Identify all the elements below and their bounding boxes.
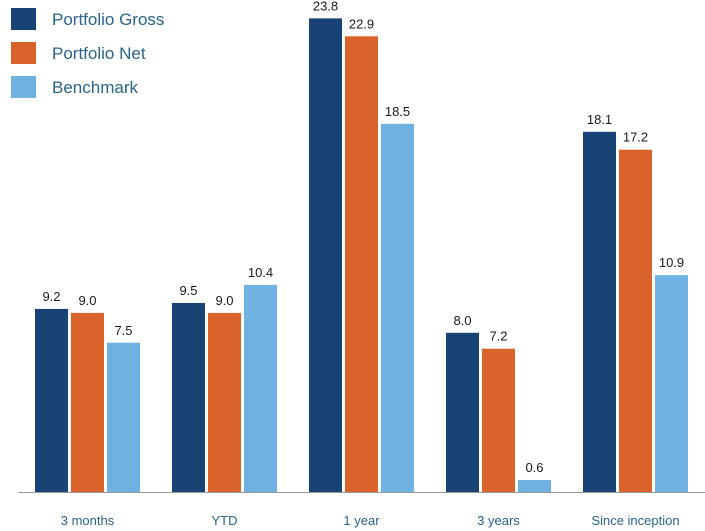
category-label-1-year: 1 year <box>343 513 380 528</box>
bar-portfolio-net-since-inception <box>619 149 652 492</box>
bar-portfolio-net-ytd <box>208 312 241 492</box>
legend-swatch-portfolio-gross <box>11 8 36 30</box>
value-label-portfolio-net-1-year: 22.9 <box>349 16 374 31</box>
bar-benchmark-since-inception <box>655 275 688 492</box>
value-label-benchmark-3-years: 0.6 <box>525 460 543 475</box>
bar-portfolio-gross-ytd <box>172 302 205 492</box>
value-label-portfolio-gross-ytd: 9.5 <box>179 283 197 298</box>
value-label-benchmark-1-year: 18.5 <box>385 104 410 119</box>
bars <box>35 18 688 492</box>
legend: Portfolio Gross Portfolio Net Benchmark <box>11 8 164 98</box>
value-label-portfolio-net-ytd: 9.0 <box>215 293 233 308</box>
bar-benchmark-1-year <box>381 123 414 492</box>
category-label-since-inception: Since inception <box>591 513 679 528</box>
value-label-portfolio-gross-3-years: 8.0 <box>453 313 471 328</box>
legend-label-benchmark: Benchmark <box>52 78 138 97</box>
value-label-benchmark-since-inception: 10.9 <box>659 255 684 270</box>
category-labels: 3 months YTD 1 year 3 years Since inception <box>61 513 680 528</box>
value-label-portfolio-net-3-months: 9.0 <box>78 293 96 308</box>
legend-label-portfolio-net: Portfolio Net <box>52 44 146 63</box>
category-label-3-years: 3 years <box>477 513 520 528</box>
bar-portfolio-net-3-years <box>482 348 515 492</box>
bar-portfolio-net-1-year <box>345 36 378 492</box>
bar-portfolio-gross-3-years <box>446 332 479 492</box>
category-label-ytd: YTD <box>212 513 238 528</box>
value-label-portfolio-gross-1-year: 23.8 <box>313 0 338 13</box>
bar-portfolio-gross-3-months <box>35 308 68 492</box>
legend-label-portfolio-gross: Portfolio Gross <box>52 10 164 29</box>
bar-portfolio-net-3-months <box>71 312 104 492</box>
bar-benchmark-3-years <box>518 480 551 492</box>
bar-benchmark-ytd <box>244 285 277 492</box>
value-label-portfolio-gross-3-months: 9.2 <box>42 289 60 304</box>
value-label-portfolio-gross-since-inception: 18.1 <box>587 112 612 127</box>
bar-benchmark-3-months <box>107 342 140 492</box>
value-label-benchmark-3-months: 7.5 <box>114 323 132 338</box>
legend-swatch-portfolio-net <box>11 42 36 64</box>
value-label-benchmark-ytd: 10.4 <box>248 265 273 280</box>
bar-portfolio-gross-since-inception <box>583 131 616 492</box>
category-label-3-months: 3 months <box>61 513 115 528</box>
value-label-portfolio-net-since-inception: 17.2 <box>623 130 648 145</box>
value-labels: 9.2 9.0 7.5 9.5 9.0 10.4 23.8 22.9 18.5 8.0 7.2 0.6… <box>42 0 684 475</box>
value-label-portfolio-net-3-years: 7.2 <box>489 329 507 344</box>
legend-swatch-benchmark <box>11 76 36 98</box>
bar-portfolio-gross-1-year <box>309 18 342 492</box>
